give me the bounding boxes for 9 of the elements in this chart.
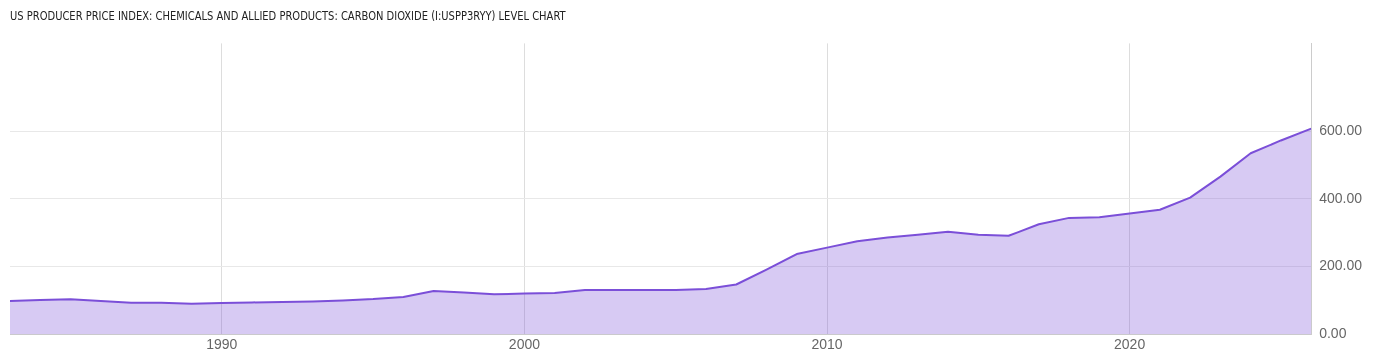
- y-tick-label: 200.00: [1319, 257, 1363, 274]
- x-tick-label: 2020: [1114, 336, 1146, 353]
- x-tick-label: 2010: [811, 336, 843, 353]
- y-tick-label: 0.00: [1319, 325, 1347, 342]
- chart-title: US PRODUCER PRICE INDEX: CHEMICALS AND ALLIED PRODUCTS: CARBON DIOXIDE (I:USPP3RYY) LEVEL CHART: [10, 8, 566, 23]
- y-tick-label: 400.00: [1319, 189, 1363, 206]
- x-tick-label: 1990: [206, 336, 238, 353]
- x-tick-label: 2000: [508, 336, 541, 353]
- y-tick-label: 600.00: [1319, 122, 1363, 139]
